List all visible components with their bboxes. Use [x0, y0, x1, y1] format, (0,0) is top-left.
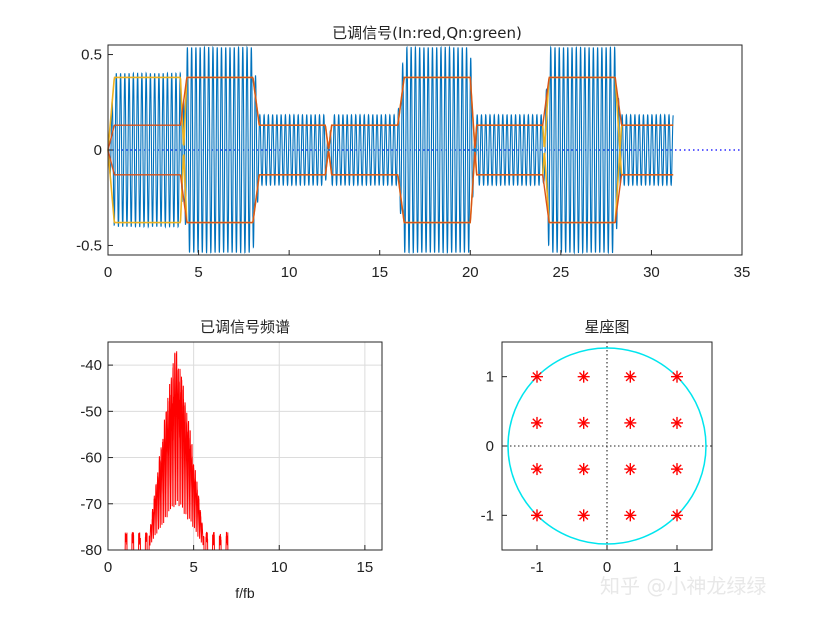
constellation-plot: 星座图 -1 0 1 1 0 -1	[481, 318, 713, 576]
signal-xtick-label: 0	[104, 264, 112, 281]
constellation-point-stroke	[532, 371, 542, 382]
signal-xtick-label: 20	[462, 264, 479, 281]
constellation-xtick-label: -1	[530, 559, 543, 576]
constellation-xtick-label: 1	[673, 559, 681, 576]
signal-in-envelope-upper	[107, 76, 674, 151]
signal-ticks: 0 5 10 15 20 25 30 350.50-0.5	[76, 47, 750, 281]
spectrum-xlabel: f/fb	[235, 585, 255, 601]
signal-xtick-label: 5	[194, 264, 202, 281]
constellation-point	[531, 416, 543, 429]
constellation-point-stroke	[672, 371, 682, 382]
watermark: 知乎 @小神龙绿绿	[600, 574, 767, 598]
spectrum-xtick-label: 0	[104, 559, 112, 576]
constellation-axis-lines	[502, 342, 712, 550]
constellation-unit-circle	[507, 347, 707, 545]
constellation-xtick-label: 0	[603, 559, 611, 576]
constellation-point-stroke	[578, 464, 589, 474]
signal-xtick-label: 30	[643, 264, 660, 281]
signal-in-envelope-lower	[107, 149, 674, 224]
constellation-ytick-label: -1	[481, 507, 494, 524]
signal-xtick-label: 35	[734, 264, 751, 281]
constellation-ytick-label: 0	[486, 438, 494, 455]
signal-ytick-label: 0	[94, 142, 102, 159]
constellation-point	[671, 416, 683, 429]
signal-plot: 已调信号(In:red,Qn:green) 0 5 10 15 20 25 30 35 0.5 0…	[76, 24, 750, 281]
constellation-point	[671, 463, 683, 476]
constellation-point	[671, 509, 683, 522]
spectrum-xtick-label: 15	[357, 559, 374, 576]
spectrum-axes-bg	[108, 342, 382, 550]
constellation-point-stroke	[532, 510, 542, 521]
signal-xtick-label: 10	[281, 264, 298, 281]
constellation-point	[577, 509, 590, 522]
signal-ytick-label: 0.5	[81, 47, 102, 64]
spectrum-xtick-label: 5	[189, 559, 197, 576]
constellation-point	[624, 463, 637, 476]
constellation-title: 星座图	[584, 318, 629, 336]
spectrum-plot: 已调信号频谱 0 5 10 15 -40 -50 -60 -70 -80 f/fb	[80, 318, 383, 601]
constellation-point-stroke	[578, 371, 589, 382]
constellation-point-stroke	[578, 510, 589, 521]
constellation-series	[507, 347, 707, 545]
constellation-point-stroke	[625, 418, 636, 428]
constellation-point	[624, 370, 637, 383]
spectrum-ytick-label: -60	[80, 450, 102, 467]
constellation-point	[531, 509, 543, 522]
constellation-point	[531, 370, 543, 383]
signal-xtick-label: 25	[553, 264, 570, 281]
constellation-point-stroke	[532, 464, 542, 474]
constellation-point-stroke	[672, 510, 682, 521]
spectrum-xtick-label: 10	[271, 559, 288, 576]
spectrum-ytick-label: -70	[80, 496, 102, 513]
constellation-point	[577, 370, 590, 383]
constellation-point	[577, 416, 590, 429]
constellation-point-stroke	[532, 418, 542, 428]
constellation-point-stroke	[672, 464, 682, 474]
signal-title: 已调信号(In:red,Qn:green)	[332, 24, 522, 42]
spectrum-ytick-label: -40	[80, 357, 102, 374]
constellation-point-stroke	[672, 418, 682, 428]
constellation-ticks: -1 0 1 1 0 -1	[481, 369, 682, 576]
constellation-point-stroke	[625, 464, 636, 474]
constellation-ytick-label: 1	[486, 369, 494, 386]
constellation-point	[577, 463, 590, 476]
spectrum-ytick-label: -80	[80, 542, 102, 559]
constellation-point-stroke	[625, 371, 636, 382]
signal-xtick-label: 15	[371, 264, 388, 281]
spectrum-ticks: 0 5 10 15 -40 -50 -60 -70 -80	[80, 357, 373, 576]
signal-ytick-label: -0.5	[76, 237, 102, 254]
constellation-point	[671, 370, 683, 383]
spectrum-title: 已调信号频谱	[200, 318, 290, 336]
constellation-point	[624, 416, 637, 429]
constellation-point	[531, 463, 543, 476]
constellation-point-stroke	[625, 510, 636, 521]
spectrum-axes-frame	[107, 341, 383, 551]
constellation-point-stroke	[578, 418, 589, 428]
signal-series	[107, 45, 674, 255]
spectrum-ytick-label: -50	[80, 403, 102, 420]
constellation-point	[624, 509, 637, 522]
